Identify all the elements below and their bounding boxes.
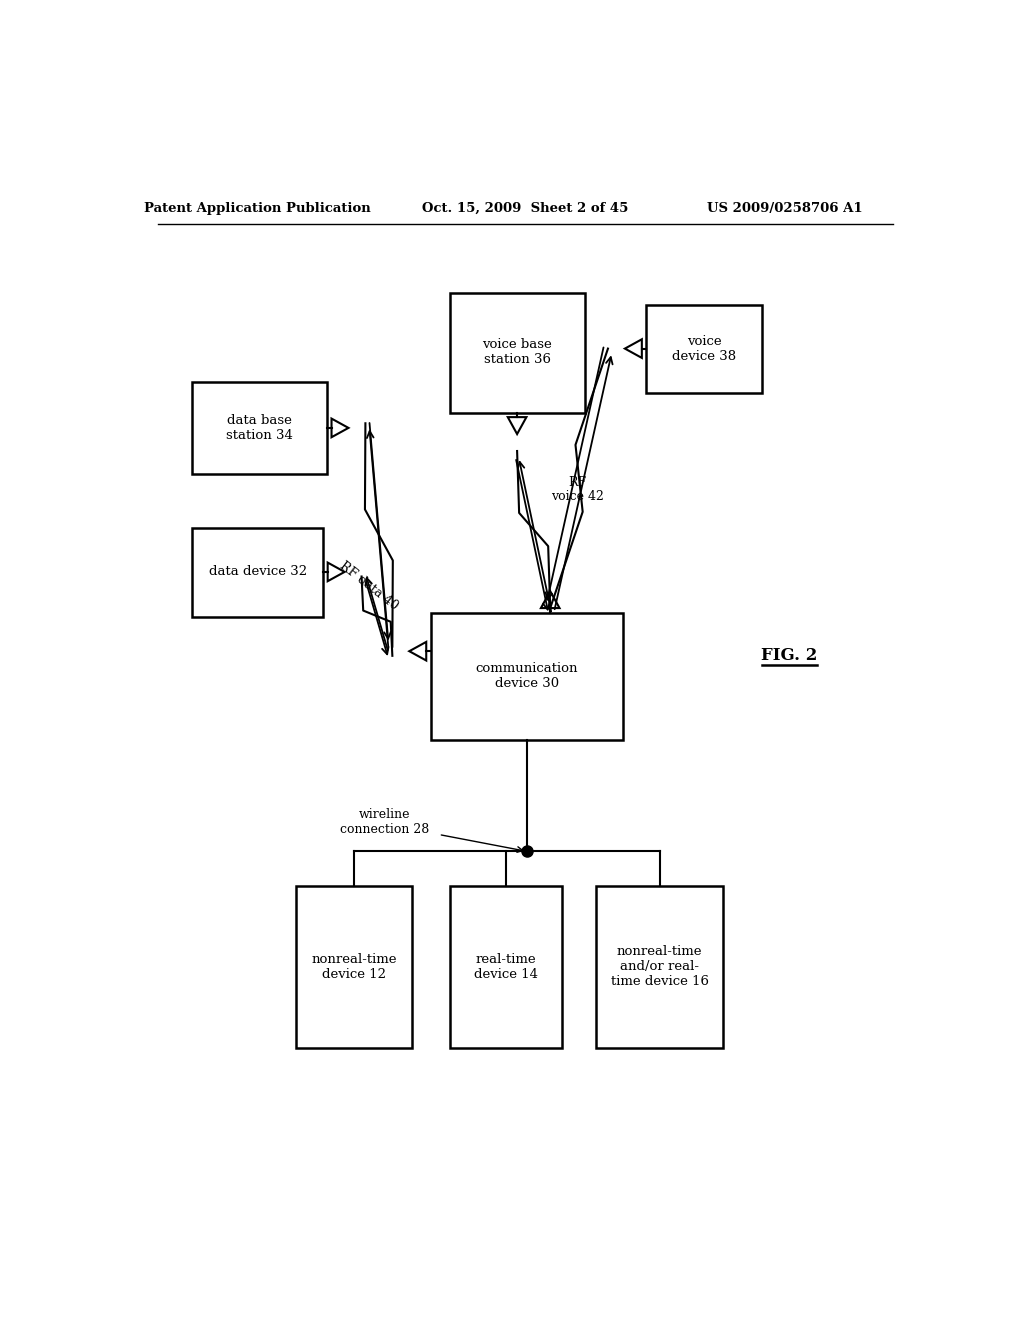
Text: Patent Application Publication: Patent Application Publication	[144, 202, 371, 215]
Text: data base
station 34: data base station 34	[225, 414, 293, 442]
Text: wireline
connection 28: wireline connection 28	[340, 808, 429, 836]
Text: voice
device 38: voice device 38	[672, 334, 736, 363]
Bar	[451, 886, 562, 1048]
Text: real-time
device 14: real-time device 14	[473, 953, 538, 981]
Text: nonreal-time
device 12: nonreal-time device 12	[311, 953, 396, 981]
Bar	[596, 886, 724, 1048]
Bar	[193, 528, 323, 616]
Text: communication
device 30: communication device 30	[476, 661, 579, 690]
Text: Oct. 15, 2009  Sheet 2 of 45: Oct. 15, 2009 Sheet 2 of 45	[422, 202, 628, 215]
Bar	[431, 612, 624, 739]
Text: FIG. 2: FIG. 2	[761, 647, 817, 664]
Text: voice base
station 36: voice base station 36	[482, 338, 552, 367]
Bar	[296, 886, 412, 1048]
Bar	[451, 293, 585, 413]
Text: nonreal-time
and/or real-
time device 16: nonreal-time and/or real- time device 16	[610, 945, 709, 989]
Bar	[646, 305, 762, 393]
Text: RF
voice 42: RF voice 42	[551, 475, 603, 503]
Bar	[193, 381, 327, 474]
Text: RF data 40: RF data 40	[338, 558, 401, 612]
Text: US 2009/0258706 A1: US 2009/0258706 A1	[708, 202, 863, 215]
Text: data device 32: data device 32	[209, 565, 306, 578]
